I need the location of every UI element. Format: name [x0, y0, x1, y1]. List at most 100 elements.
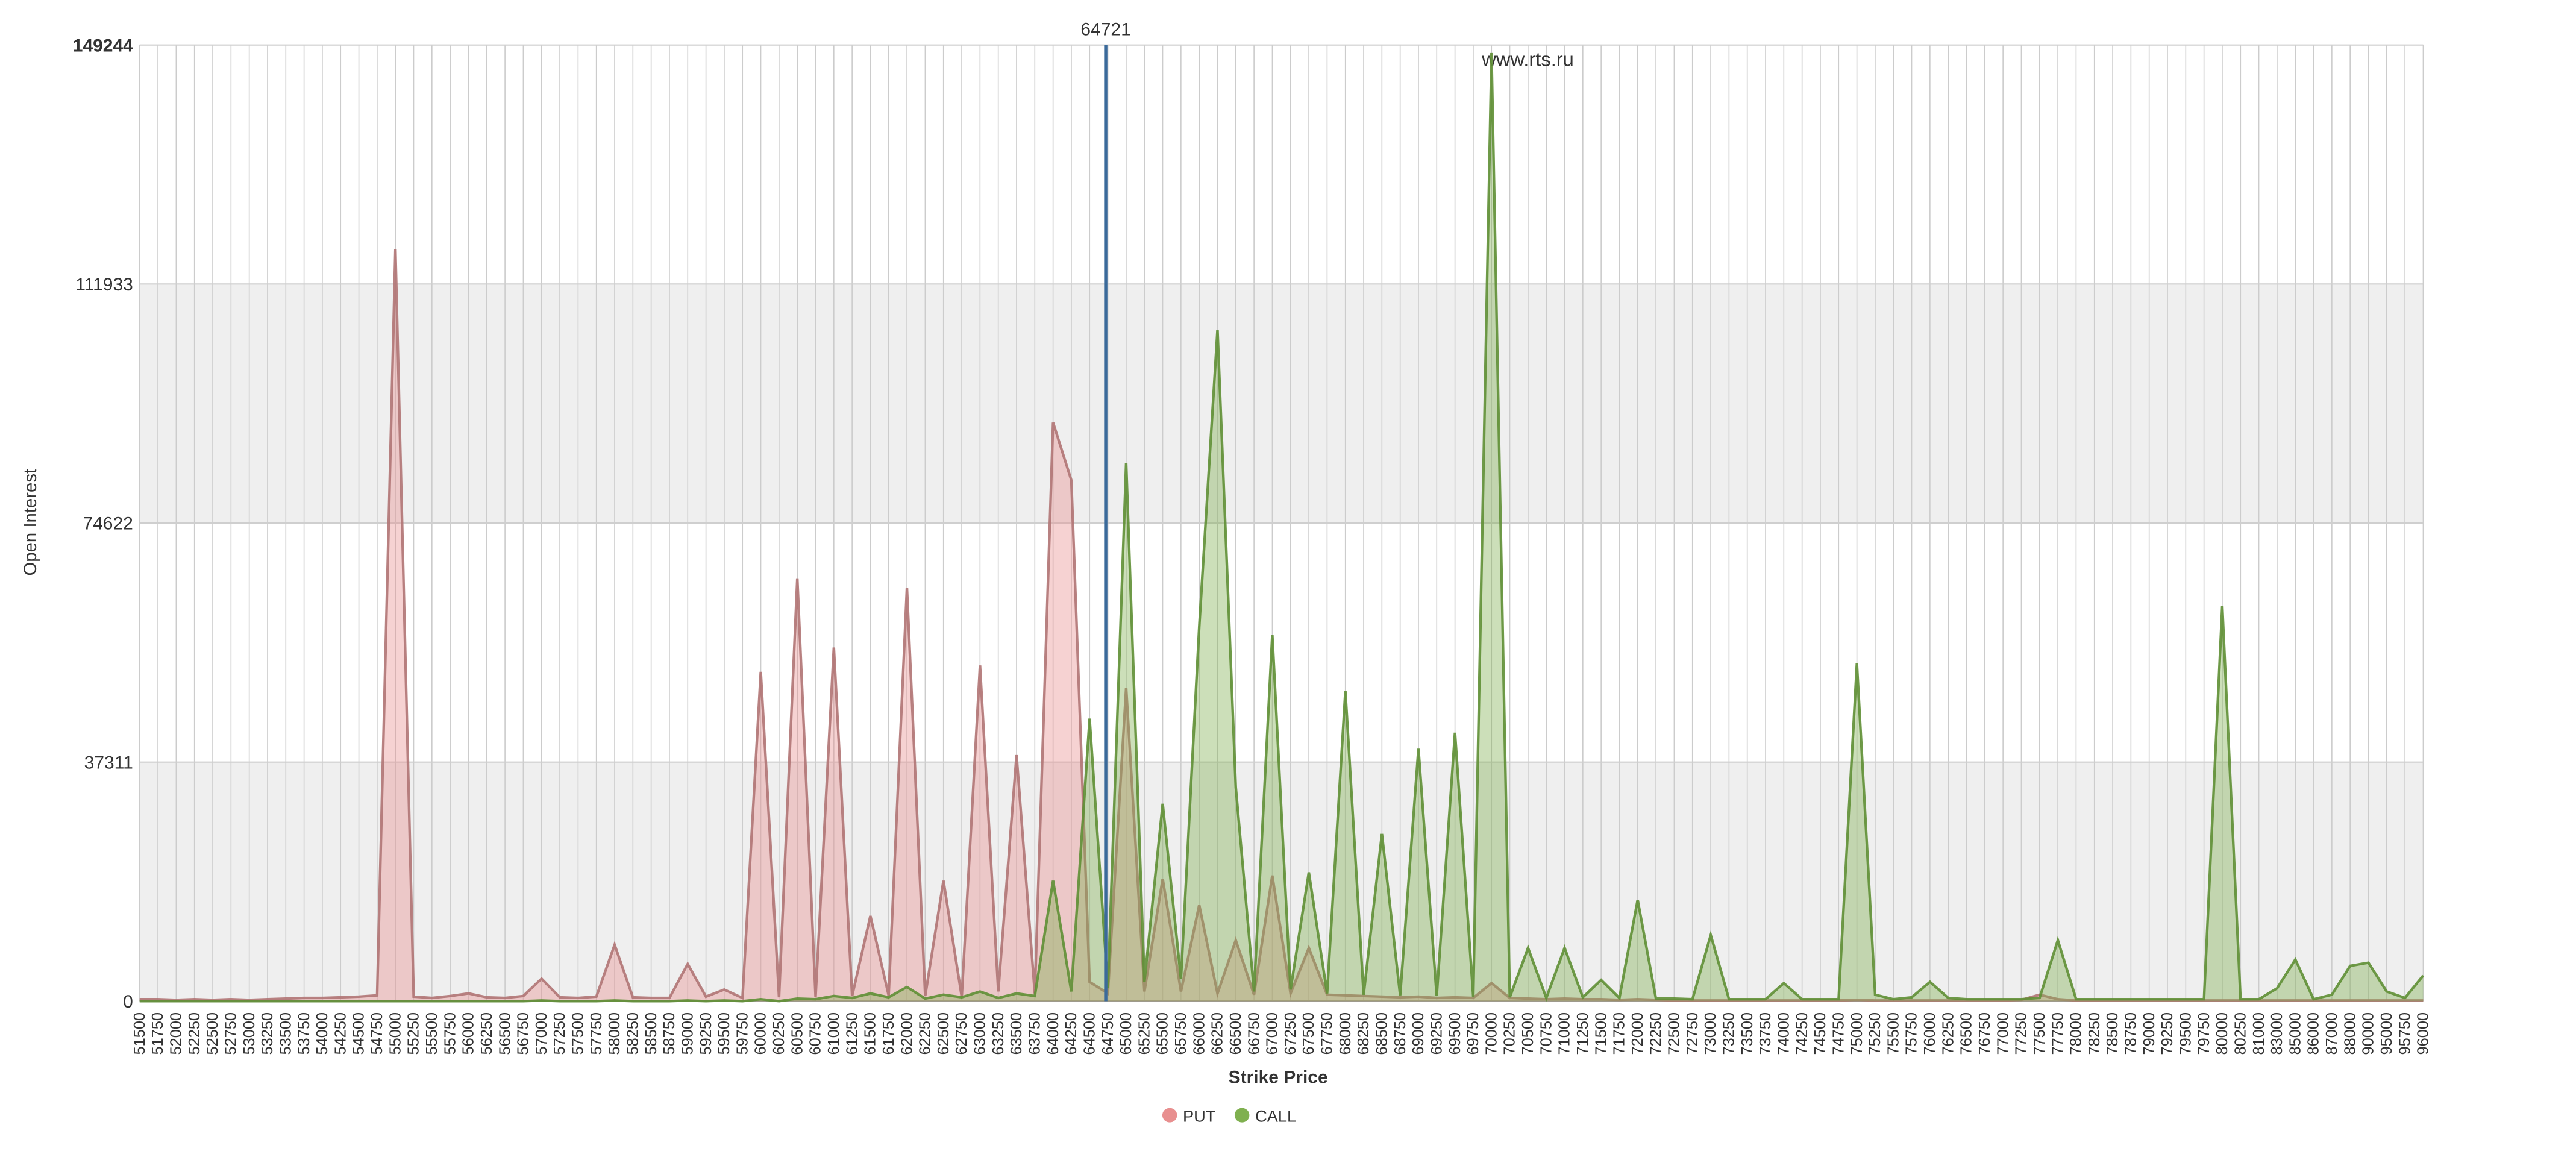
x-tick-label: 65500	[1154, 1012, 1171, 1055]
y-tick-label: 74622	[83, 514, 133, 534]
x-tick-label: 95750	[2396, 1012, 2413, 1055]
x-tick-label: 63750	[1026, 1012, 1043, 1055]
x-tick-label: 74000	[1775, 1012, 1792, 1055]
x-axis-label: Strike Price	[1229, 1068, 1328, 1088]
x-tick-label: 64500	[1081, 1012, 1098, 1055]
x-tick-label: 73750	[1757, 1012, 1774, 1055]
x-tick-label: 69750	[1465, 1012, 1482, 1055]
line	[139, 52, 2425, 1003]
legend-swatch	[1162, 1108, 1177, 1123]
x-tick-label: 72250	[1647, 1012, 1664, 1055]
x-tick-label: 59750	[734, 1012, 751, 1055]
x-tick-label: 57500	[569, 1012, 586, 1055]
x-tick-label: 73500	[1739, 1012, 1756, 1055]
x-tick-label: 61750	[880, 1012, 897, 1055]
x-tick-label: 80250	[2232, 1012, 2249, 1055]
x-tick-label: 60750	[807, 1012, 824, 1055]
x-tick-label: 60000	[752, 1012, 769, 1055]
x-tick-label: 68000	[1337, 1012, 1354, 1055]
x-tick-label: 70250	[1502, 1012, 1518, 1055]
x-tick-label: 55000	[387, 1012, 404, 1055]
x-tick-label: 52000	[168, 1012, 184, 1055]
legend-label: CALL	[1255, 1108, 1296, 1126]
x-tick-label: 75250	[1867, 1012, 1884, 1055]
x-tick-label: 79500	[2177, 1012, 2194, 1055]
x-tick-label: 71750	[1611, 1012, 1628, 1055]
x-tick-label: 62250	[917, 1012, 933, 1055]
line	[139, 249, 2424, 1002]
x-tick-label: 65000	[1118, 1012, 1135, 1055]
x-tick-label: 54000	[314, 1012, 331, 1055]
y-tick-label: 37311	[84, 753, 133, 773]
x-tick-label: 65750	[1173, 1012, 1189, 1055]
x-tick-label: 76250	[1940, 1012, 1957, 1055]
x-tick-label: 60500	[789, 1012, 806, 1055]
x-tick-label: 81000	[2251, 1012, 2267, 1055]
marker-label: 64721	[1080, 20, 1130, 40]
x-tick-label: 78250	[2086, 1012, 2103, 1055]
x-tick-label: 62000	[898, 1012, 915, 1055]
x-tick-label: 77250	[2013, 1012, 2029, 1055]
x-tick-label: 76500	[1958, 1012, 1975, 1055]
x-tick-label: 74750	[1830, 1012, 1847, 1055]
x-tick-label: 76000	[1922, 1012, 1938, 1055]
x-tick-label: 79250	[2159, 1012, 2176, 1055]
x-tick-label: 64250	[1063, 1012, 1080, 1055]
x-tick-label: 68250	[1355, 1012, 1372, 1055]
x-tick-label: 74500	[1812, 1012, 1829, 1055]
x-tick-label: 70000	[1483, 1012, 1500, 1055]
x-tick-label: 51500	[131, 1012, 148, 1055]
x-tick-label: 60250	[771, 1012, 788, 1055]
x-tick-label: 69500	[1447, 1012, 1464, 1055]
x-tick-label: 52500	[204, 1012, 221, 1055]
x-tick-label: 57000	[533, 1012, 550, 1055]
x-tick-label: 54750	[369, 1012, 386, 1055]
x-tick-label: 61250	[844, 1012, 860, 1055]
x-tick-label: 55250	[405, 1012, 422, 1055]
x-tick-label: 85000	[2287, 1012, 2304, 1055]
x-tick-label: 52750	[222, 1012, 239, 1055]
x-tick-label: 56750	[515, 1012, 531, 1055]
x-tick-label: 67750	[1318, 1012, 1335, 1055]
x-tick-label: 57750	[588, 1012, 605, 1055]
x-tick-label: 63000	[971, 1012, 988, 1055]
legend-swatch	[1234, 1108, 1250, 1123]
x-tick-label: 59500	[716, 1012, 733, 1055]
x-tick-label: 79750	[2196, 1012, 2213, 1055]
x-tick-label: 66500	[1227, 1012, 1244, 1055]
y-tick-label: 111933	[75, 275, 133, 295]
plot-band	[139, 284, 2424, 523]
x-tick-label: 95000	[2378, 1012, 2395, 1055]
x-tick-label: 72500	[1666, 1012, 1682, 1055]
x-tick-label: 73250	[1720, 1012, 1737, 1055]
x-tick-label: 64750	[1100, 1012, 1117, 1055]
x-tick-label: 56500	[497, 1012, 513, 1055]
x-tick-label: 63250	[990, 1012, 1007, 1055]
x-tick-label: 62750	[953, 1012, 970, 1055]
x-tick-label: 73000	[1702, 1012, 1719, 1055]
x-tick-label: 66250	[1209, 1012, 1226, 1055]
x-tick-label: 65250	[1136, 1012, 1153, 1055]
x-tick-label: 71500	[1593, 1012, 1609, 1055]
x-tick-label: 66750	[1246, 1012, 1262, 1055]
x-tick-label: 59250	[698, 1012, 715, 1055]
x-tick-label: 55750	[442, 1012, 459, 1055]
x-tick-label: 61000	[826, 1012, 842, 1055]
x-tick-label: 66000	[1191, 1012, 1208, 1055]
x-tick-label: 53250	[259, 1012, 276, 1055]
y-tick-label: 149244	[73, 36, 134, 56]
x-tick-label: 87000	[2324, 1012, 2340, 1055]
x-tick-label: 96000	[2415, 1012, 2431, 1055]
x-tick-label: 75000	[1849, 1012, 1866, 1055]
x-tick-label: 68750	[1392, 1012, 1409, 1055]
x-tick-label: 70500	[1520, 1012, 1537, 1055]
x-tick-label: 56000	[460, 1012, 477, 1055]
x-tick-label: 63500	[1008, 1012, 1025, 1055]
x-tick-label: 70750	[1538, 1012, 1555, 1055]
x-tick-label: 77750	[2049, 1012, 2066, 1055]
x-tick-label: 79000	[2141, 1012, 2158, 1055]
x-tick-label: 90000	[2360, 1012, 2377, 1055]
x-tick-label: 67250	[1282, 1012, 1299, 1055]
x-tick-label: 57250	[551, 1012, 568, 1055]
